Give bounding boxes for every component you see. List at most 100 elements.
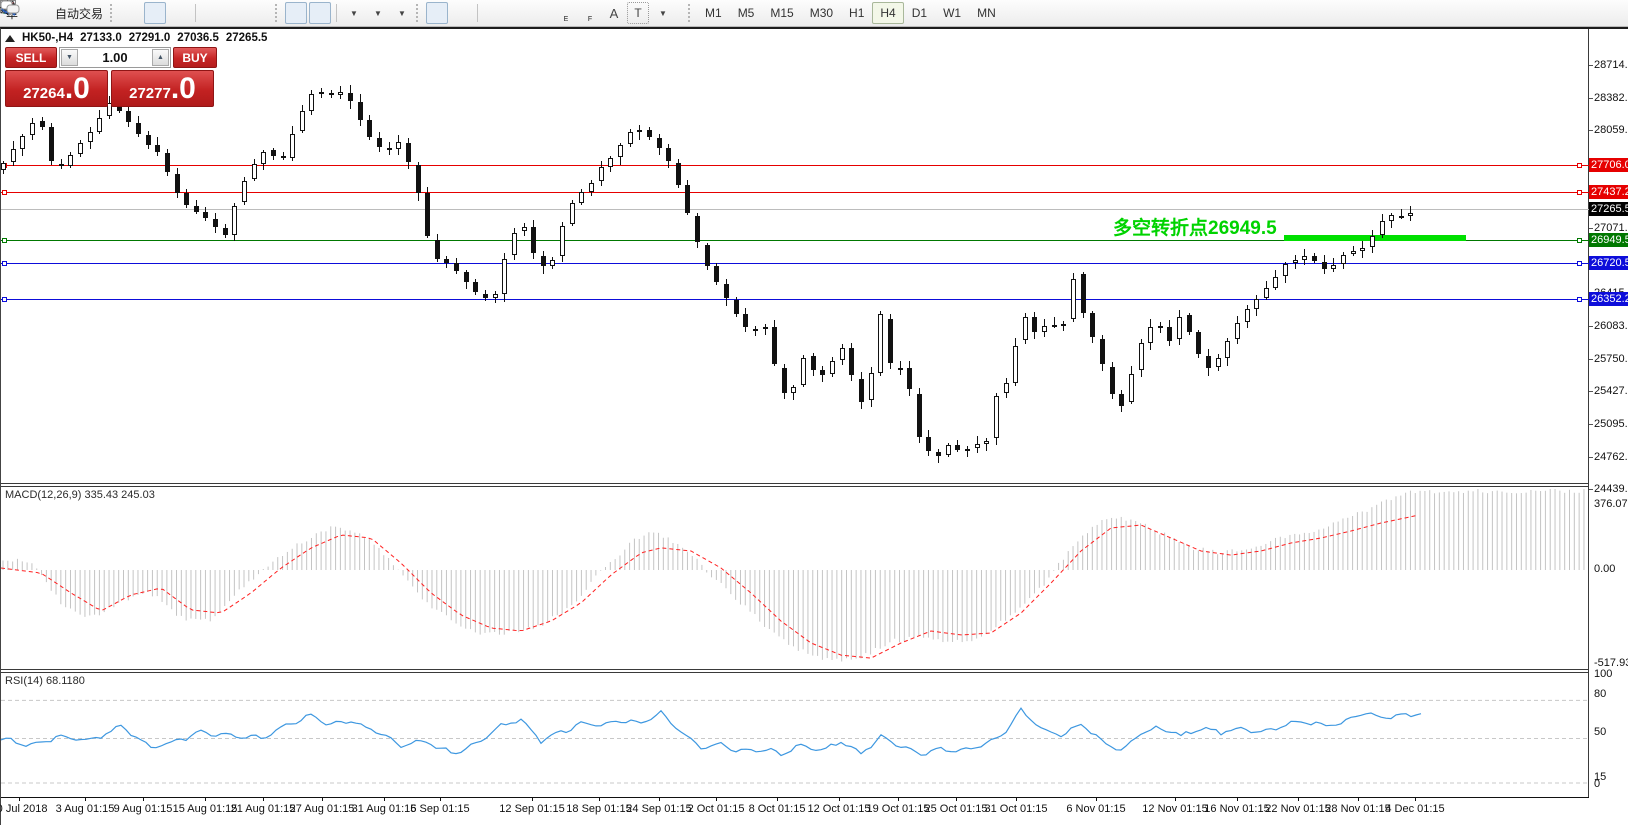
autotrading-button[interactable]: 自动交易 <box>3 1 106 24</box>
price-tick-label: 25427.5 <box>1594 385 1628 397</box>
macd-label: MACD(12,26,9) 335.43 245.03 <box>5 489 155 501</box>
line-handle[interactable] <box>1577 297 1582 302</box>
timeframe-button-d1[interactable]: D1 <box>911 6 928 20</box>
timeframe-button-h4[interactable]: H4 <box>872 2 904 24</box>
candle-body <box>377 138 382 147</box>
buy-price-button[interactable]: 27277 .0 <box>111 70 214 107</box>
candle-body <box>946 445 951 455</box>
timeframe-button-m5[interactable]: M5 <box>737 6 755 20</box>
main-price-pane[interactable]: HK50-,H4 27133.0 27291.0 27036.5 27265.5… <box>1 29 1589 483</box>
timeframe-button-w1[interactable]: W1 <box>943 6 962 20</box>
pane-splitter[interactable] <box>1 483 1589 487</box>
time-axis-line <box>1 797 1589 798</box>
current-price-line[interactable] <box>1 209 1589 210</box>
horizontal-level-line[interactable] <box>1 299 1589 300</box>
pane-splitter[interactable] <box>1 669 1589 673</box>
timeframe-button-m30[interactable]: M30 <box>809 6 834 20</box>
chart-shift-icon[interactable] <box>1 1 332 24</box>
candlestick-chart-type-icon[interactable] <box>1 1 167 24</box>
buy-button[interactable]: BUY <box>173 47 217 68</box>
candle-body <box>1090 313 1095 337</box>
zoom-in-icon[interactable] <box>1 1 223 24</box>
pivot-annotation-text[interactable]: 多空转折点26949.5 <box>1113 218 1277 239</box>
text-label-tool-icon[interactable]: T <box>627 2 650 24</box>
indicators-icon[interactable]: ▼ <box>0 0 364 24</box>
horizontal-level-line[interactable] <box>1 263 1589 264</box>
candle-body <box>705 245 710 266</box>
price-tick-label: 28714.5 <box>1594 59 1628 71</box>
toolbar-grip[interactable] <box>275 4 281 22</box>
time-tick-mark <box>1016 797 1017 801</box>
timeframe-button-m15[interactable]: M15 <box>770 6 794 20</box>
volume-value[interactable]: 1.00 <box>102 50 128 65</box>
auto-scroll-icon[interactable] <box>1 1 308 24</box>
sell-button[interactable]: SELL <box>5 47 57 68</box>
candle-body <box>281 156 286 158</box>
candle-body <box>223 228 228 235</box>
cursor-tool-icon[interactable] <box>2 1 449 24</box>
line-handle[interactable] <box>1577 238 1582 243</box>
line-handle[interactable] <box>2 261 7 266</box>
pivot-highlight-bar[interactable] <box>1284 235 1466 241</box>
horizontal-level-line[interactable] <box>1 192 1589 193</box>
candle-body <box>965 449 970 451</box>
bar-chart-type-icon[interactable] <box>1 1 142 24</box>
zoom-out-icon[interactable] <box>1 1 247 24</box>
volume-decrease-button[interactable]: ▼ <box>61 49 78 66</box>
candle-body <box>955 445 960 450</box>
equidistant-channel-tool-icon[interactable]: E <box>0 0 577 24</box>
time-tick-mark <box>440 797 441 801</box>
time-tick-label: 3 Aug 01:15 <box>55 803 115 815</box>
line-handle[interactable] <box>1577 190 1582 195</box>
candle-body <box>261 152 266 164</box>
horizontal-line-tool-icon[interactable] <box>1 2 529 24</box>
time-tick-label: 12 Oct 01:15 <box>807 803 871 815</box>
horizontal-level-line[interactable] <box>1 165 1589 166</box>
candle-body <box>608 158 613 167</box>
level-price-badge: 27706.0 <box>1589 158 1628 172</box>
line-chart-type-icon[interactable] <box>0 2 190 24</box>
crosshair-tool-icon[interactable] <box>0 0 472 24</box>
line-handle[interactable] <box>2 190 7 195</box>
tile-windows-icon[interactable] <box>0 0 271 24</box>
text-tool-icon[interactable]: A <box>609 5 619 21</box>
line-handle[interactable] <box>1577 261 1582 266</box>
search-icon[interactable] <box>1 1 1597 24</box>
sell-price-button[interactable]: 27264 .0 <box>5 70 108 107</box>
timeframe-button-h1[interactable]: H1 <box>849 6 865 20</box>
candle-body <box>840 348 845 360</box>
collapse-trade-panel-icon[interactable] <box>5 34 15 42</box>
timeframe-button-mn[interactable]: MN <box>977 6 996 20</box>
candle-body <box>1119 394 1124 406</box>
time-tick-mark <box>85 797 86 801</box>
vertical-line-tool-icon[interactable] <box>3 1 505 24</box>
horizontal-level-line[interactable] <box>1 240 1589 241</box>
line-handle[interactable] <box>1577 163 1582 168</box>
toolbar-grip[interactable] <box>416 4 422 22</box>
time-tick-mark <box>716 797 717 801</box>
candle-body <box>1360 248 1365 251</box>
trendline-tool-icon[interactable] <box>0 0 553 24</box>
toolbar-grip[interactable] <box>688 4 694 22</box>
fibonacci-tool-icon[interactable]: F <box>1 1 601 24</box>
arrows-tool-icon[interactable]: ▼ <box>4 1 673 24</box>
price-tick-label: 26083.0 <box>1594 320 1628 332</box>
time-tick-mark <box>659 797 660 801</box>
styler-icon[interactable] <box>1 1 47 24</box>
price-axis[interactable]: 28714.528382.028059.027071.026415.526083… <box>1588 29 1628 797</box>
periods-icon[interactable]: ▼ <box>0 0 388 24</box>
line-handle[interactable] <box>2 238 7 243</box>
chat-icon[interactable] <box>0 0 1621 24</box>
macd-axis-label: 0.00 <box>1594 563 1616 575</box>
candle-body <box>936 452 941 456</box>
macd-pane[interactable]: MACD(12,26,9) 335.43 245.03 <box>1 487 1589 669</box>
rsi-pane[interactable]: RSI(14) 68.1180 <box>1 673 1589 797</box>
chevron-down-icon: ▼ <box>398 8 406 18</box>
line-handle[interactable] <box>2 297 7 302</box>
timeframe-button-m1[interactable]: M1 <box>705 6 722 20</box>
templates-icon[interactable]: ▼ <box>0 0 412 24</box>
volume-increase-button[interactable]: ▲ <box>152 49 169 66</box>
candle-wick <box>938 449 939 463</box>
toolbar-grip[interactable] <box>110 4 116 22</box>
